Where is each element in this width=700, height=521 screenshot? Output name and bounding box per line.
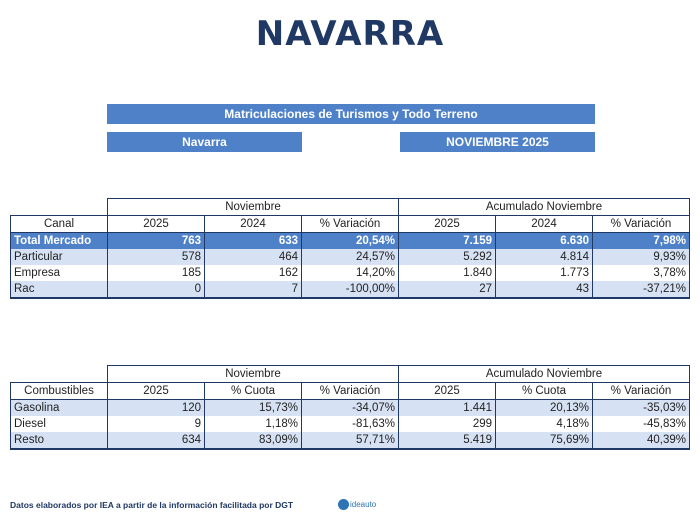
cell: 578 <box>107 249 205 265</box>
group-header-accumulated: Acumulado Noviembre <box>398 365 690 383</box>
cell: 57,71% <box>301 432 399 450</box>
column-header: 2025 <box>398 382 496 400</box>
cell: 20,54% <box>301 232 399 249</box>
cell: -81,63% <box>301 416 399 432</box>
page-title: NAVARRA <box>255 14 445 54</box>
row-label: Gasolina <box>10 399 108 416</box>
cell: 1,18% <box>204 416 302 432</box>
cell: -37,21% <box>592 281 690 299</box>
empty-cell <box>11 366 108 383</box>
cell: 299 <box>398 416 496 432</box>
cell: 15,73% <box>204 399 302 416</box>
table-row: Total Mercado 763 633 20,54% 7.159 6.630… <box>10 232 690 249</box>
column-header: % Cuota <box>495 382 593 400</box>
cell: 75,69% <box>495 432 593 450</box>
cell: 5.292 <box>398 249 496 265</box>
cell: 83,09% <box>204 432 302 450</box>
combustibles-table: Noviembre Acumulado Noviembre Combustibl… <box>10 365 690 450</box>
cell: 1.840 <box>398 265 496 281</box>
column-header: % Variación <box>592 215 690 233</box>
cell: -45,83% <box>592 416 690 432</box>
column-header: Combustibles <box>10 382 108 400</box>
table-row: Empresa 185 162 14,20% 1.840 1.773 3,78% <box>10 265 690 281</box>
cell: 9,93% <box>592 249 690 265</box>
row-label: Rac <box>10 281 108 299</box>
table-row: Gasolina 120 15,73% -34,07% 1.441 20,13%… <box>10 399 690 416</box>
cell: 7.159 <box>398 232 496 249</box>
column-header: % Variación <box>301 382 399 400</box>
ideauto-logo: ideauto <box>338 496 376 512</box>
table-row: Rac 0 7 -100,00% 27 43 -37,21% <box>10 281 690 299</box>
column-header: 2025 <box>107 382 205 400</box>
table-row: Particular 578 464 24,57% 5.292 4.814 9,… <box>10 249 690 265</box>
cell: 1.441 <box>398 399 496 416</box>
cell: 5.419 <box>398 432 496 450</box>
logo-text: ideauto <box>350 499 377 509</box>
cell: 7,98% <box>592 232 690 249</box>
report-header-bar: Matriculaciones de Turismos y Todo Terre… <box>107 104 595 124</box>
row-label: Empresa <box>10 265 108 281</box>
group-header-accumulated: Acumulado Noviembre <box>398 198 690 216</box>
empty-cell <box>11 199 108 216</box>
cell: -34,07% <box>301 399 399 416</box>
source-footnote: Datos elaborados por IEA a partir de la … <box>10 500 294 510</box>
cell: 1.773 <box>495 265 593 281</box>
cell: 40,39% <box>592 432 690 450</box>
cell: 27 <box>398 281 496 299</box>
region-bar: Navarra <box>107 132 302 152</box>
cell: 14,20% <box>301 265 399 281</box>
column-header: 2024 <box>204 215 302 233</box>
column-header: 2024 <box>495 215 593 233</box>
cell: 3,78% <box>592 265 690 281</box>
cell: 4,18% <box>495 416 593 432</box>
cell: 43 <box>495 281 593 299</box>
group-header-month: Noviembre <box>107 198 399 216</box>
cell: 634 <box>107 432 205 450</box>
column-header: 2025 <box>107 215 205 233</box>
cell: 633 <box>204 232 302 249</box>
column-header: Canal <box>10 215 108 233</box>
cell: 9 <box>107 416 205 432</box>
cell: 0 <box>107 281 205 299</box>
cell: 20,13% <box>495 399 593 416</box>
period-bar: NOVIEMBRE 2025 <box>400 132 595 152</box>
column-header: % Variación <box>301 215 399 233</box>
column-header: % Cuota <box>204 382 302 400</box>
cell: 763 <box>107 232 205 249</box>
table-row: Diesel 9 1,18% -81,63% 299 4,18% -45,83% <box>10 416 690 432</box>
cell: 7 <box>204 281 302 299</box>
cell: 4.814 <box>495 249 593 265</box>
cell: -100,00% <box>301 281 399 299</box>
cell: 24,57% <box>301 249 399 265</box>
row-label: Diesel <box>10 416 108 432</box>
cell: -35,03% <box>592 399 690 416</box>
cell: 185 <box>107 265 205 281</box>
column-header: 2025 <box>398 215 496 233</box>
column-header: % Variación <box>592 382 690 400</box>
canal-table: Noviembre Acumulado Noviembre Canal 2025… <box>10 198 690 299</box>
row-label: Resto <box>10 432 108 450</box>
cell: 162 <box>204 265 302 281</box>
row-label: Total Mercado <box>10 232 108 249</box>
logo-icon <box>338 498 349 510</box>
table-row: Resto 634 83,09% 57,71% 5.419 75,69% 40,… <box>10 432 690 450</box>
cell: 120 <box>107 399 205 416</box>
row-label: Particular <box>10 249 108 265</box>
cell: 464 <box>204 249 302 265</box>
group-header-month: Noviembre <box>107 365 399 383</box>
cell: 6.630 <box>495 232 593 249</box>
